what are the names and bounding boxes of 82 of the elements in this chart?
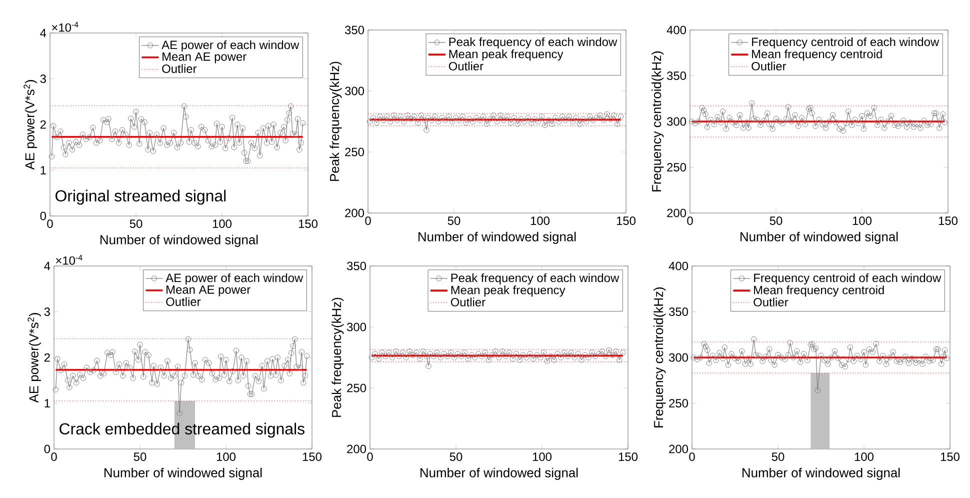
y-tick-label: 300 [668,353,688,362]
x-tick-label: 50 [130,220,142,228]
y-tick-label: 400 [666,26,686,34]
x-tick-label: 0 [367,452,373,461]
y-tick-label: 250 [669,399,688,408]
y-tick-label: 0 [44,444,50,454]
x-axis-title: Number of windowed signal [420,468,578,480]
legend-label: Outlier [162,64,197,73]
x-axis-title: Number of windowed signal [742,468,900,480]
legend-label: Mean AE power [162,52,246,64]
legend-label: Mean frequency centroid [754,286,884,297]
legend-label: Mean AE power [166,286,250,296]
x-tick-label: 100 [852,216,872,225]
x-tick-label: 50 [772,452,784,461]
legend-label: Outlier [448,62,484,70]
x-axis-title: Number of windowed signal [104,468,262,480]
text: ×10$^{-4}$ [52,22,78,32]
y-tick-label: 350 [344,26,364,34]
y-tick-label: 200 [667,208,686,218]
y-axis-title: Frequency centroid(kHz) [654,287,666,428]
y-tick-label: 350 [668,308,688,316]
legend-label: Peak frequency of each window [449,37,618,48]
legend-label: Peak frequency of each window [451,273,620,284]
x-tick-label: 50 [770,216,782,225]
x-tick-label: 150 [938,216,958,225]
y-tick-label: 1 [40,166,46,174]
x-tick-label: 150 [618,452,638,461]
legend-label: Mean peak frequency [451,286,566,297]
annotation: Crack embedded streamed signals [60,422,304,438]
y-tick-label: 3 [44,308,50,316]
legend-label: Outlier [752,62,786,70]
x-tick-label: 100 [212,220,232,228]
y-tick-label: 200 [345,208,364,218]
x-axis-title: Number of windowed signal [418,232,576,244]
y-tick-label: 350 [346,262,366,270]
y-tick-label: 300 [344,86,364,96]
x-tick-label: 50 [448,216,460,225]
legend-label: AE power of each window [162,40,300,52]
y-axis-title: Peak frequency(kHz) [332,298,344,417]
legend-label: AE power of each window [166,273,304,284]
x-tick-label: 150 [302,452,322,461]
y-tick-label: 200 [347,444,366,454]
x-tick-label: 50 [450,452,462,461]
y-tick-label: 3 [40,74,46,83]
y-axis-title: Frequency centroid(kHz) [652,51,664,192]
y-tick-label: 250 [347,384,366,392]
x-tick-label: 150 [616,216,636,225]
y-tick-label: 250 [345,148,364,156]
legend-label: Frequency centroid of each window [754,273,942,284]
x-tick-label: 150 [298,220,318,228]
x-tick-label: 0 [689,452,695,461]
legend-label: Frequency centroid of each window [752,37,940,48]
y-tick-label: 400 [668,262,688,270]
x-tick-label: 100 [854,452,874,461]
x-tick-label: 100 [532,452,552,461]
y-tick-label: 1 [44,399,50,408]
legend-label: Mean frequency centroid [752,49,882,61]
y-axis-title: AE power(V*s$^{2}$) [28,313,41,403]
x-axis-title: Number of windowed signal [740,232,898,244]
y-tick-label: 350 [666,72,686,80]
y-axis-title: AE power(V*s$^{2}$) [24,80,37,170]
legend-label: Mean peak frequency [449,49,564,61]
annotation: Original streamed signal [56,190,226,205]
text: ×10$^{-4}$ [56,254,82,265]
x-tick-label: 150 [940,452,960,461]
y-tick-label: 2 [44,353,50,362]
x-tick-label: 100 [530,216,550,225]
x-axis-title: Number of windowed signal [100,234,258,247]
y-axis-title: Peak frequency(kHz) [330,62,342,181]
x-tick-label: 0 [51,452,57,461]
y-tick-label: 300 [346,322,366,332]
legend-label: Outlier [450,298,486,306]
y-tick-label: 200 [669,444,688,454]
y-tick-label: 250 [667,163,686,172]
y-tick-label: 4 [40,28,46,38]
y-tick-label: 4 [44,262,50,270]
y-tick-label: 300 [666,117,686,126]
legend-label: Outlier [166,297,201,306]
x-tick-label: 100 [216,452,236,461]
y-tick-label: 2 [40,120,46,129]
x-tick-label: 50 [134,452,146,461]
legend-label: Outlier [754,298,788,306]
